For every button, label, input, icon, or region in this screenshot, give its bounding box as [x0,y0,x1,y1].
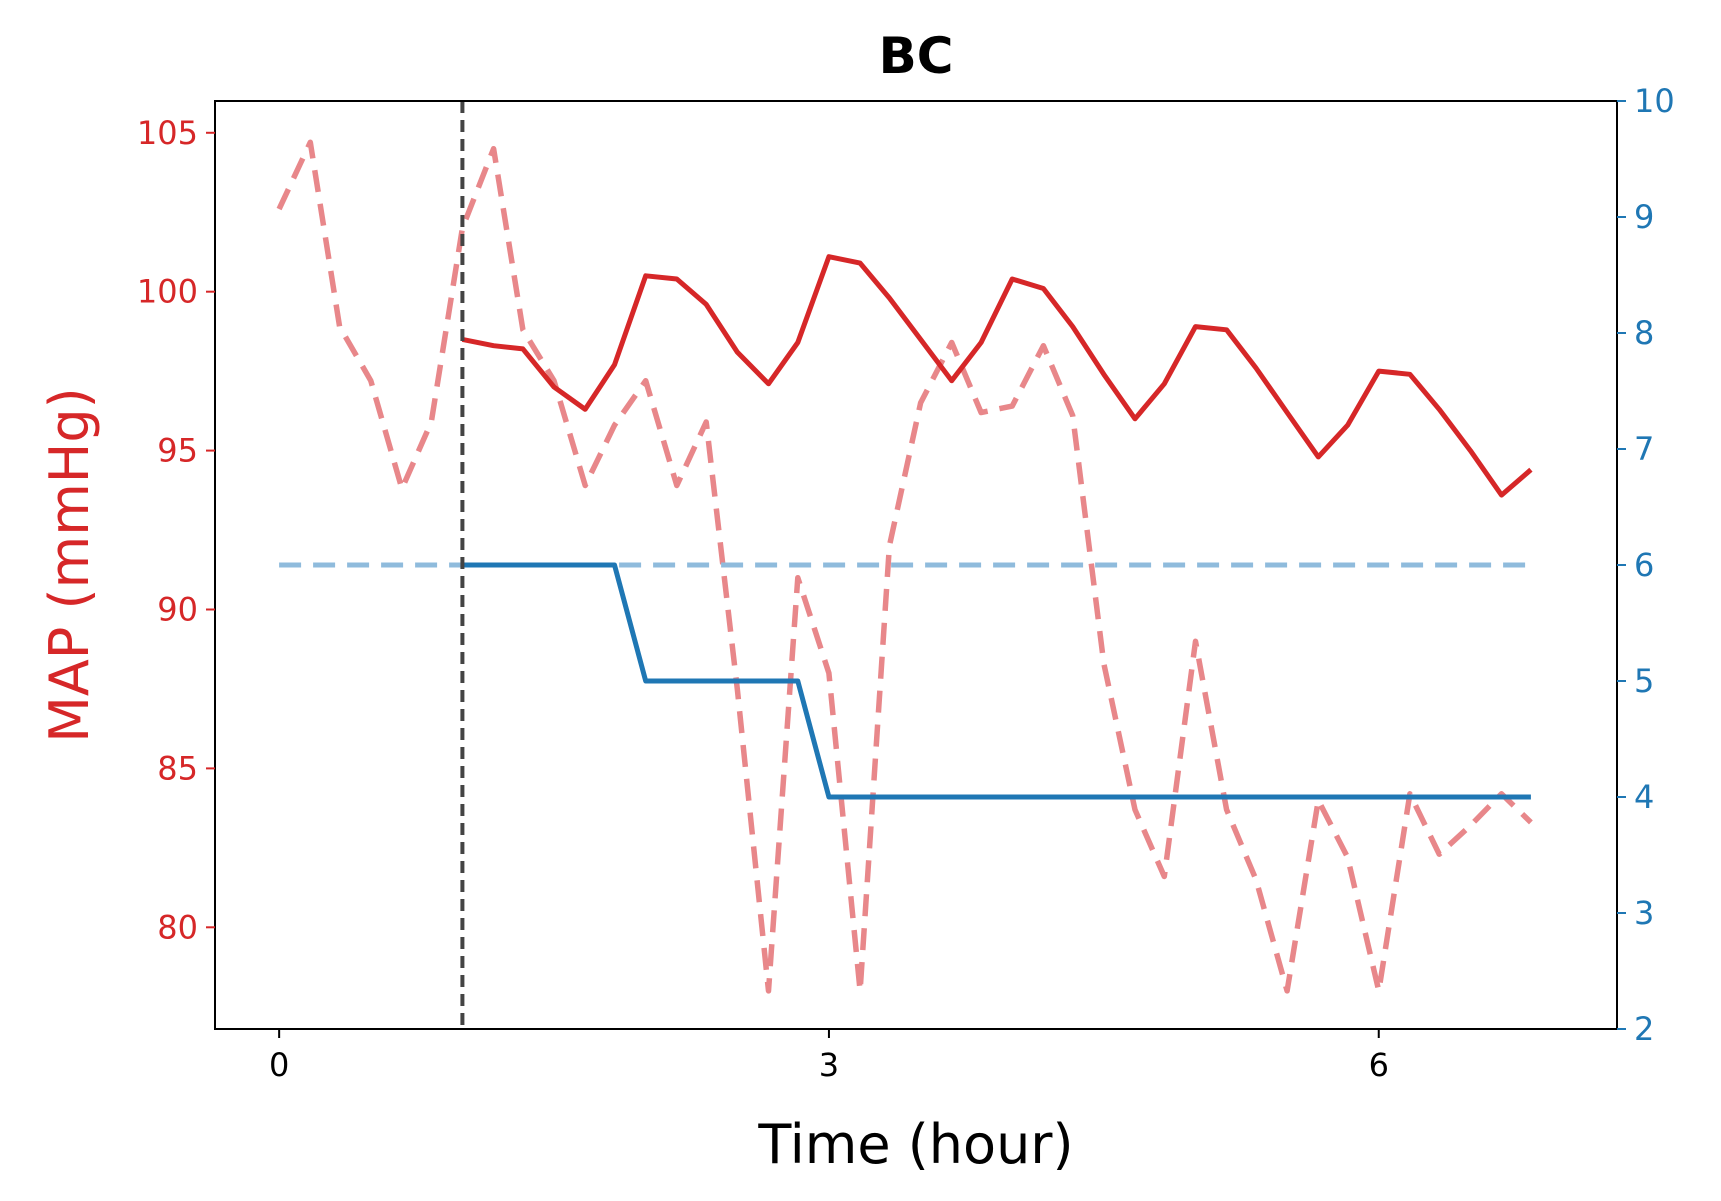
chart-title: BC [879,27,954,85]
x-tick-label: 3 [819,1046,839,1084]
ticks: 0 3 6 80 85 90 95 100 105 2 3 4 5 6 7 8 9 10 [137,82,1675,1084]
map-solid-line [461,254,1533,498]
y-right-tick-label: 3 [1634,894,1654,932]
map-dashed-line [276,139,1533,994]
y-right-tick-label: 10 [1634,82,1675,120]
y-left-tick-label: 80 [157,908,198,946]
y-left-tick-label: 85 [157,749,198,787]
y-axis-label-left: MAP (mmHg) [38,387,101,742]
dose-solid-line [462,562,1531,800]
plot-marks [276,101,1533,1029]
y-right-tick-label: 4 [1634,778,1654,816]
y-right-tick-label: 6 [1634,546,1654,584]
y-right-tick-label: 9 [1634,198,1654,236]
y-left-tick-label: 100 [137,273,198,311]
y-right-tick-label: 2 [1634,1010,1654,1048]
y-right-tick-label: 8 [1634,314,1654,352]
x-axis-label: Time (hour) [757,1113,1073,1176]
x-tick-label: 6 [1369,1046,1389,1084]
y-right-tick-label: 7 [1634,430,1654,468]
y-left-tick-label: 90 [157,590,198,628]
y-right-tick-label: 5 [1634,662,1654,700]
x-tick-label: 0 [269,1046,289,1084]
y-left-tick-label: 105 [137,114,198,152]
y-left-tick-label: 95 [157,432,198,470]
